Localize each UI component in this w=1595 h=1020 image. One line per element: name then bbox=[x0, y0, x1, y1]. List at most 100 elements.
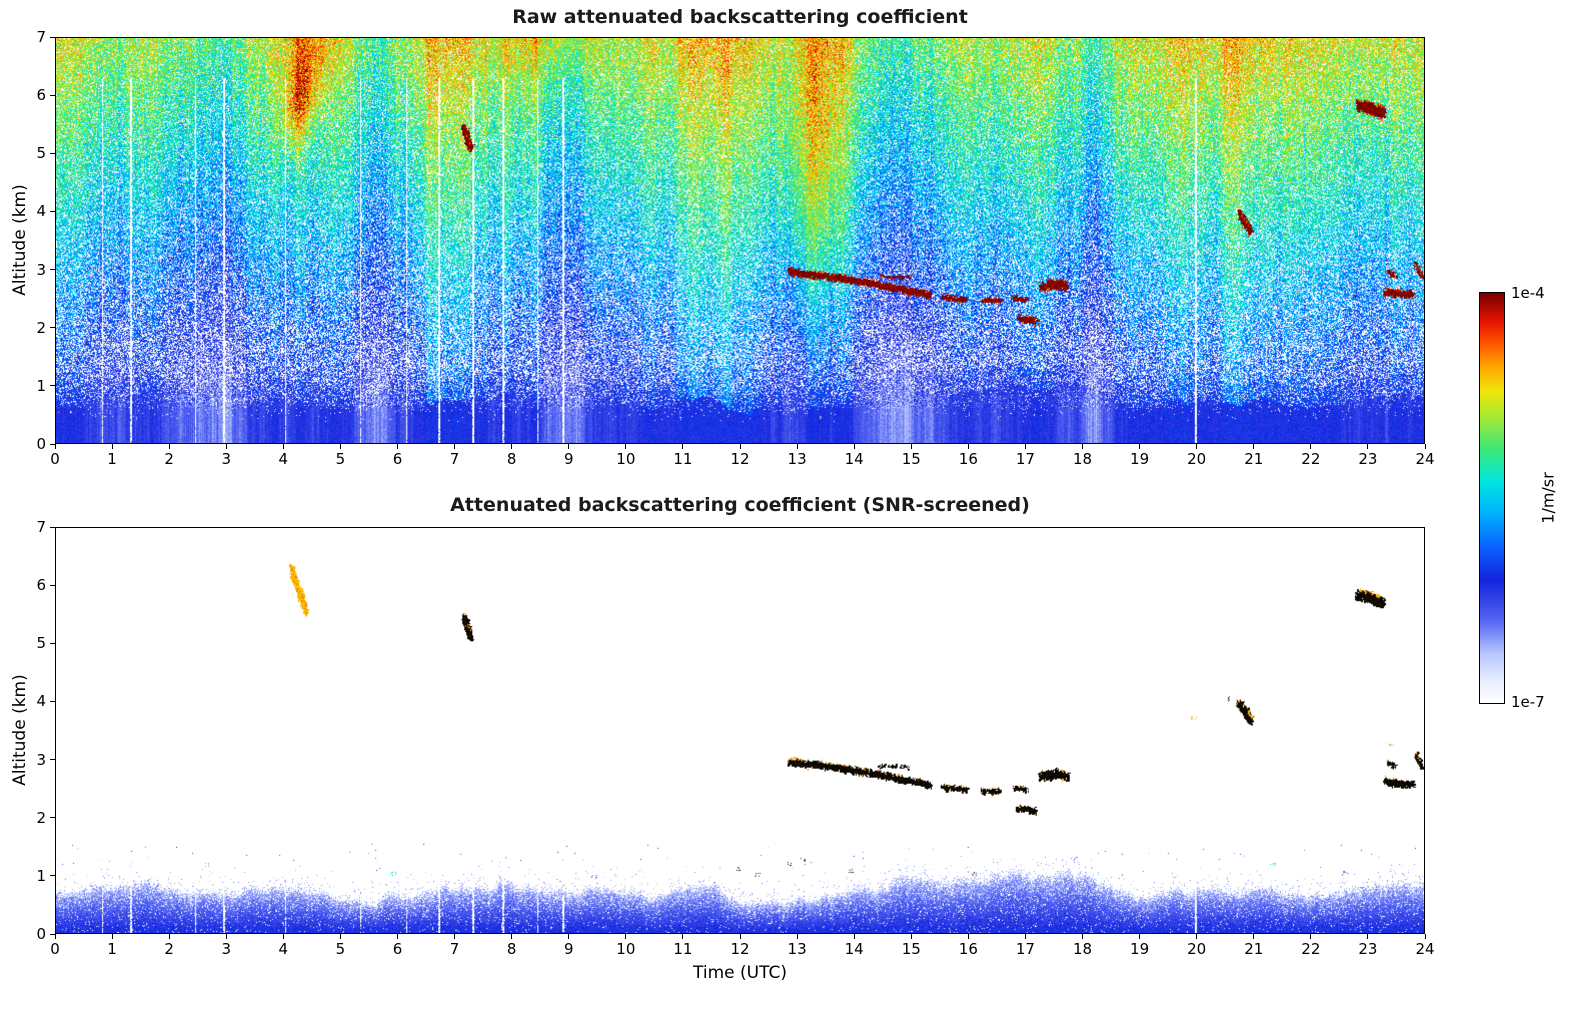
top-heatmap-canvas bbox=[56, 38, 1424, 443]
x-tick-mark bbox=[397, 934, 398, 939]
x-tick-mark bbox=[625, 444, 627, 449]
x-tick-label: 15 bbox=[901, 450, 921, 468]
x-tick-label: 4 bbox=[278, 940, 289, 958]
x-tick-label: 22 bbox=[1301, 450, 1321, 468]
y-tick-mark bbox=[50, 443, 55, 445]
y-tick-label: 0 bbox=[36, 435, 46, 453]
x-tick-mark bbox=[454, 934, 456, 939]
x-tick-label: 12 bbox=[730, 450, 750, 468]
x-tick-mark bbox=[796, 934, 798, 939]
x-tick-mark bbox=[910, 934, 912, 939]
x-tick-label: 21 bbox=[1244, 450, 1264, 468]
bottom-panel-title: Attenuated backscattering coefficient (S… bbox=[450, 494, 1030, 516]
y-tick-label: 0 bbox=[36, 925, 46, 943]
y-tick-label: 5 bbox=[36, 144, 46, 163]
x-tick-label: 22 bbox=[1301, 940, 1321, 958]
x-tick-label: 9 bbox=[563, 940, 574, 958]
x-tick-label: 24 bbox=[1415, 940, 1435, 958]
x-tick-label: 6 bbox=[392, 450, 403, 468]
y-tick-label: 6 bbox=[36, 86, 46, 105]
x-tick-label: 1 bbox=[107, 940, 117, 958]
colorbar bbox=[1479, 292, 1505, 704]
y-tick-mark bbox=[50, 875, 55, 877]
x-tick-mark bbox=[225, 934, 227, 939]
x-tick-label: 13 bbox=[787, 450, 807, 468]
x-tick-label: 17 bbox=[1015, 450, 1035, 468]
x-tick-label: 11 bbox=[673, 940, 693, 958]
y-tick-label: 4 bbox=[36, 692, 46, 711]
y-tick-mark bbox=[50, 526, 55, 528]
x-tick-label: 19 bbox=[1130, 450, 1150, 468]
x-tick-label: 0 bbox=[50, 450, 60, 468]
x-tick-mark bbox=[796, 444, 798, 449]
x-tick-label: 24 bbox=[1415, 450, 1435, 468]
top-panel-plot-area bbox=[55, 37, 1425, 444]
y-tick-mark bbox=[50, 327, 55, 329]
y-tick-label: 3 bbox=[36, 750, 46, 769]
y-tick-mark bbox=[50, 385, 55, 387]
x-tick-mark bbox=[1196, 934, 1198, 939]
bottom-panel-plot-area bbox=[55, 527, 1425, 934]
x-tick-mark bbox=[339, 934, 341, 939]
colorbar-gradient bbox=[1480, 293, 1504, 703]
x-tick-mark bbox=[54, 444, 56, 449]
x-tick-label: 8 bbox=[506, 450, 517, 468]
x-tick-mark bbox=[511, 444, 513, 449]
x-tick-mark bbox=[454, 444, 456, 449]
y-tick-mark bbox=[50, 152, 55, 154]
x-tick-mark bbox=[511, 934, 513, 939]
colorbar-min-label: 1e-7 bbox=[1511, 693, 1545, 711]
x-tick-mark bbox=[1367, 934, 1369, 939]
y-tick-mark bbox=[50, 933, 55, 935]
y-tick-label: 7 bbox=[36, 28, 46, 46]
x-tick-label: 20 bbox=[1187, 940, 1207, 958]
x-tick-label: 23 bbox=[1358, 450, 1378, 468]
x-tick-label: 16 bbox=[958, 940, 978, 958]
x-tick-mark bbox=[1082, 934, 1083, 939]
y-tick-label: 2 bbox=[36, 808, 46, 827]
x-tick-label: 3 bbox=[221, 940, 232, 958]
x-tick-label: 5 bbox=[335, 450, 346, 468]
x-tick-mark bbox=[111, 444, 113, 449]
x-tick-mark bbox=[910, 444, 912, 449]
x-tick-label: 0 bbox=[50, 940, 60, 958]
x-tick-mark bbox=[1367, 444, 1369, 449]
x-tick-label: 10 bbox=[616, 940, 636, 958]
x-tick-mark bbox=[1424, 444, 1426, 449]
x-tick-label: 21 bbox=[1244, 940, 1264, 958]
y-tick-mark bbox=[50, 584, 55, 586]
x-tick-mark bbox=[1310, 934, 1312, 939]
x-tick-mark bbox=[1139, 934, 1141, 939]
y-tick-label: 1 bbox=[36, 866, 46, 885]
x-tick-mark bbox=[1082, 444, 1083, 449]
x-tick-label: 2 bbox=[164, 940, 174, 958]
x-tick-mark bbox=[111, 934, 113, 939]
y-tick-label: 1 bbox=[36, 376, 46, 395]
y-tick-mark bbox=[50, 642, 55, 644]
x-tick-label: 23 bbox=[1358, 940, 1378, 958]
x-tick-mark bbox=[853, 444, 855, 449]
x-tick-mark bbox=[1024, 934, 1026, 939]
x-tick-label: 14 bbox=[844, 940, 864, 958]
y-tick-mark bbox=[50, 817, 55, 819]
y-tick-label: 2 bbox=[36, 318, 46, 337]
x-tick-label: 5 bbox=[335, 940, 346, 958]
x-tick-label: 18 bbox=[1072, 450, 1093, 468]
x-tick-label: 8 bbox=[506, 940, 517, 958]
y-tick-label: 3 bbox=[36, 260, 46, 279]
x-tick-label: 9 bbox=[563, 450, 574, 468]
x-tick-label: 11 bbox=[673, 450, 693, 468]
x-tick-label: 17 bbox=[1015, 940, 1035, 958]
x-tick-mark bbox=[739, 444, 741, 449]
x-tick-mark bbox=[397, 444, 398, 449]
top-panel-title: Raw attenuated backscattering coefficien… bbox=[512, 6, 968, 28]
y-tick-label: 7 bbox=[36, 518, 46, 536]
x-tick-mark bbox=[1253, 444, 1255, 449]
x-tick-label: 14 bbox=[844, 450, 864, 468]
y-tick-label: 6 bbox=[36, 576, 46, 595]
y-tick-mark bbox=[50, 36, 55, 38]
x-tick-mark bbox=[568, 934, 570, 939]
x-tick-mark bbox=[625, 934, 627, 939]
bottom-y-axis-label: Altitude (km) bbox=[10, 674, 30, 786]
